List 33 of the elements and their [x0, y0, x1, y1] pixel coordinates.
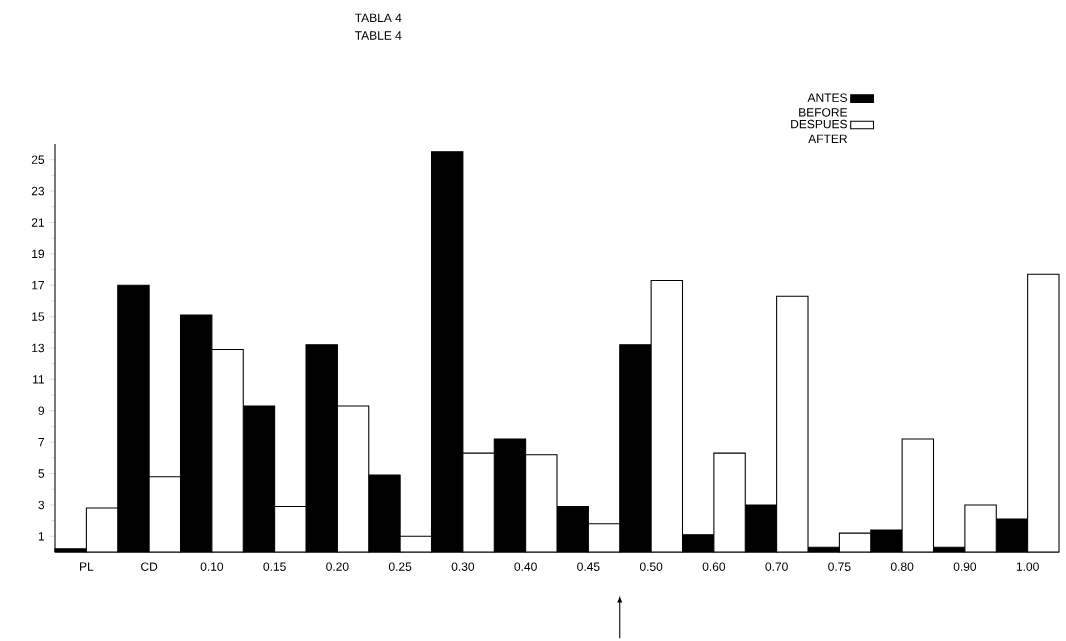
- x-tick-label: 0.90: [953, 562, 977, 571]
- x-tick-label: 0.60: [702, 562, 726, 571]
- x-tick-label: 0.40: [514, 562, 537, 571]
- chart-subtitle: TABLE 4: [354, 31, 402, 40]
- x-tick-label: 0.20: [326, 562, 349, 571]
- x-tick-label: 0.25: [388, 562, 412, 571]
- x-tick-label: 0.30: [451, 562, 475, 571]
- y-tick-label: 15: [32, 312, 45, 321]
- x-tick-label: PL: [80, 562, 94, 571]
- y-tick-label: 5: [38, 469, 45, 478]
- y-tick-label: 1: [38, 532, 45, 541]
- y-tick-label: 9: [38, 406, 45, 416]
- y-tick-label: 17: [32, 281, 44, 290]
- x-tick-label: 1.00: [1016, 562, 1039, 571]
- y-tick-label: 7: [38, 438, 44, 447]
- legend-label: DESPUES AFTER: [791, 119, 847, 143]
- x-tick-label: 0.70: [765, 562, 788, 571]
- x-tick-label: 0.15: [263, 562, 286, 571]
- x-tick-label: 0.75: [828, 562, 851, 571]
- y-tick-label: 13: [32, 343, 45, 353]
- y-tick-label: 23: [31, 186, 45, 196]
- y-tick-label: 19: [32, 249, 45, 259]
- y-tick-label: 11: [33, 375, 45, 384]
- y-tick-label: 3: [38, 500, 45, 510]
- y-tick-label: 25: [31, 155, 45, 164]
- x-tick-label: 0.80: [890, 562, 914, 571]
- x-tick-label: 0.45: [577, 562, 600, 571]
- chart-title: TABLA 4: [354, 13, 402, 22]
- legend-label: ANTES BEFORE: [799, 93, 848, 117]
- y-tick-label: 21: [31, 218, 45, 227]
- x-tick-label: 0.50: [639, 562, 663, 571]
- x-tick-label: 0.10: [200, 562, 224, 571]
- x-tick-label: CD: [141, 562, 158, 571]
